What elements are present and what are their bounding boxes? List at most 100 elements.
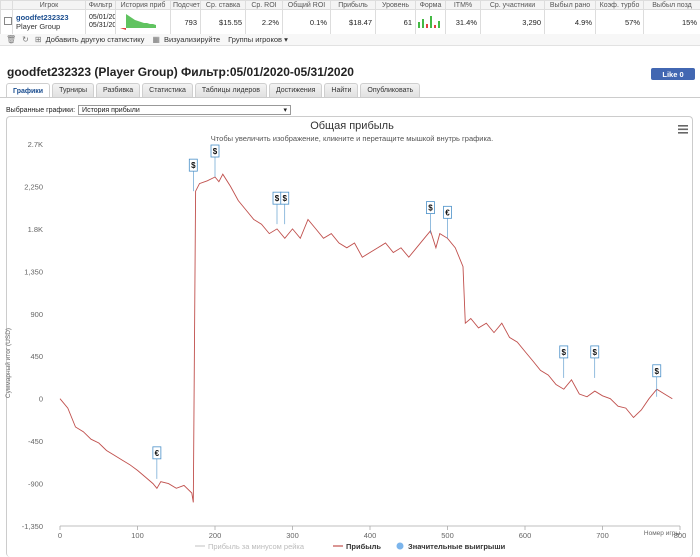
col-header[interactable]: Ср. ставка <box>200 0 246 10</box>
table-row: goodfet232323 Player Group 05/01/20 05/3… <box>0 9 700 35</box>
stats-table: Игрок Фильтр История приб Подсчет Ср. ст… <box>0 0 700 35</box>
stats-toolbar: 🗑 ↻ ⊞ Добавить другую статистику ▦ Визуа… <box>0 34 700 46</box>
legend-wins-label[interactable]: Значительные выигрыши <box>408 542 506 551</box>
filter-from: 05/01/20 <box>89 14 116 21</box>
y-tick-label: 2.7K <box>28 140 43 149</box>
x-tick-label: 300 <box>286 531 299 540</box>
chevron-down-icon: ▾ <box>283 107 288 114</box>
flag-box <box>426 201 435 215</box>
flag-box <box>590 345 600 359</box>
turbo-ratio-cell: 57% <box>595 9 644 35</box>
total-roi-cell: 0.1% <box>282 9 331 35</box>
player-name-link[interactable]: goodfet232323 <box>16 13 69 22</box>
flag-box <box>280 191 290 205</box>
tab-charts[interactable]: Графики <box>6 83 51 98</box>
stats-header-row: Игрок Фильтр История приб Подсчет Ср. ст… <box>0 0 700 10</box>
legend-profit-label[interactable]: Прибыль <box>346 542 381 551</box>
refresh-icon[interactable]: ↻ <box>22 35 29 44</box>
itm-cell: 31.4% <box>445 9 481 35</box>
row-checkbox[interactable] <box>0 9 13 35</box>
flag-symbol: $ <box>562 348 567 357</box>
col-header[interactable]: Ср. ROI <box>245 0 283 10</box>
early-bust-cell: 4.9% <box>544 9 596 35</box>
trash-icon[interactable]: 🗑 <box>6 35 17 44</box>
menu-icon[interactable] <box>678 125 688 134</box>
player-group-label: Player Group <box>16 22 61 31</box>
big-win-flag[interactable]: € <box>152 446 162 479</box>
col-header[interactable]: Выбыл рано <box>544 0 596 10</box>
col-header[interactable]: Выбыл позд <box>643 0 700 10</box>
legend-rake-label[interactable]: Прибыль за минусом рейка <box>208 542 305 551</box>
col-header[interactable]: ITM% <box>445 0 481 10</box>
player-groups-menu[interactable]: Группы игроков ▾ <box>228 35 288 44</box>
col-header[interactable]: Общий ROI <box>282 0 331 10</box>
tab-divider <box>0 97 700 98</box>
flag-symbol: $ <box>275 194 280 203</box>
player-cell[interactable]: goodfet232323 Player Group <box>12 9 86 35</box>
big-win-flag[interactable]: € <box>443 205 452 239</box>
flag-box <box>210 144 220 158</box>
col-header[interactable]: Коэф. турбо <box>595 0 644 10</box>
y-tick-label: -900 <box>28 480 43 489</box>
level-cell: 61 <box>375 9 416 35</box>
tab-find[interactable]: Найти <box>324 83 359 97</box>
tab-leaderboards[interactable]: Таблицы лидеров <box>194 83 267 97</box>
col-header[interactable]: Прибыль <box>330 0 376 10</box>
chart-subtitle: Чтобы увеличить изображение, кликните и … <box>211 134 493 143</box>
col-header[interactable]: Ср. участники <box>480 0 545 10</box>
col-header[interactable]: Форма <box>415 0 446 10</box>
visualize-button[interactable]: Визуализируйте <box>163 35 221 44</box>
tab-breakdown[interactable]: Разбивка <box>96 83 141 97</box>
player-groups-label: Группы игроков <box>228 35 282 44</box>
tab-publish[interactable]: Опубликовать <box>360 83 421 97</box>
col-header[interactable]: Фильтр <box>85 0 116 10</box>
big-win-flag[interactable]: $ <box>652 364 662 397</box>
add-icon[interactable]: ⊞ <box>34 35 42 44</box>
big-win-flag[interactable]: $ <box>590 345 600 378</box>
checkbox[interactable] <box>4 17 12 25</box>
facebook-like-button[interactable]: Like 0 <box>651 68 695 80</box>
y-tick-label: 900 <box>30 310 43 319</box>
flag-symbol: $ <box>593 348 598 357</box>
tab-tournaments[interactable]: Турниры <box>52 83 95 97</box>
chart-select[interactable]: История прибыли ▾ <box>78 105 292 115</box>
flag-box <box>443 205 452 219</box>
tab-statistics[interactable]: Статистика <box>142 83 193 97</box>
flag-box <box>188 158 198 172</box>
chart-selector-row: Выбранные графики: История прибыли ▾ <box>6 105 292 115</box>
big-win-flag[interactable]: $ <box>559 345 569 378</box>
col-header[interactable]: Подсчет <box>170 0 201 10</box>
flag-symbol: € <box>445 208 450 217</box>
add-stats-button[interactable]: Добавить другую статистику <box>45 35 145 44</box>
col-header[interactable]: Уровень <box>375 0 416 10</box>
big-win-flag[interactable]: $ <box>426 201 435 234</box>
big-win-flag[interactable]: $ <box>210 144 220 178</box>
y-tick-label: -1,350 <box>22 522 43 531</box>
flag-symbol: $ <box>191 161 196 170</box>
chart-container <box>6 116 693 557</box>
late-bust-cell: 15% <box>643 9 700 35</box>
sparkline-cell <box>115 9 171 35</box>
form-cell <box>415 9 446 35</box>
legend-wins-swatch <box>396 542 404 550</box>
col-header[interactable]: История приб <box>115 0 171 10</box>
x-tick-label: 100 <box>131 531 144 540</box>
flag-symbol: $ <box>655 367 660 376</box>
big-win-flag[interactable]: $ <box>272 191 282 225</box>
x-axis-label: Номер игры <box>644 530 680 537</box>
visualize-icon[interactable]: ▦ <box>152 35 160 44</box>
big-win-flag[interactable]: $ <box>188 158 198 192</box>
profit-chart[interactable]: Общая прибыль Чтобы увеличить изображени… <box>0 116 700 557</box>
avg-stake-cell: $15.55 <box>200 9 246 35</box>
tab-bar: Графики Турниры Разбивка Статистика Табл… <box>6 83 422 98</box>
tab-achievements[interactable]: Достижения <box>268 83 323 97</box>
filter-to: 05/31/20 <box>89 22 116 29</box>
y-axis-label: Суммарный итог (USD) <box>4 328 12 398</box>
profit-sparkline <box>120 14 156 30</box>
big-win-flag[interactable]: $ <box>280 191 290 225</box>
x-tick-label: 500 <box>441 531 454 540</box>
count-cell: 793 <box>170 9 201 35</box>
col-header[interactable]: Игрок <box>12 0 86 10</box>
avg-entrants-cell: 3,290 <box>480 9 545 35</box>
x-tick-label: 700 <box>596 531 609 540</box>
